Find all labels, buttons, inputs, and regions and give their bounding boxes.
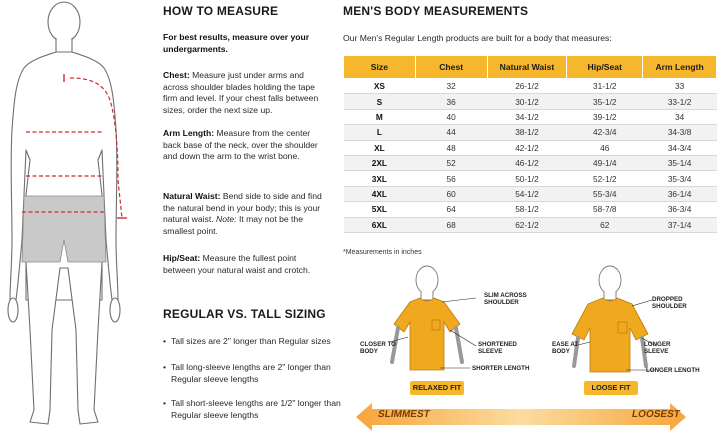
cell-chest: 64 (415, 201, 488, 218)
ease-at-body-label: EASE AT BODY (552, 341, 579, 356)
cell-chest: 52 (415, 155, 488, 172)
body-measurements-intro: Our Men's Regular Length products are bu… (343, 33, 612, 43)
size-chart-table: Size Chest Natural Waist Hip/Seat Arm Le… (343, 55, 717, 233)
cell-size: S (343, 93, 416, 110)
how-to-measure-intro: For best results, measure over your unde… (163, 32, 310, 54)
cell-waist: 62-1/2 (487, 217, 567, 233)
natural-waist-instruction: Natural Waist: Bend side to side and fin… (163, 191, 322, 236)
cell-waist: 54-1/2 (487, 186, 567, 203)
closer-to-body-label: CLOSER TO BODY (360, 341, 396, 356)
relaxed-fit-shirt-illustration (389, 265, 477, 371)
arm-length-instruction: Arm Length: Measure from the center back… (163, 128, 318, 162)
hip-seat-instruction: Hip/Seat: Measure the fullest point betw… (163, 253, 311, 275)
cell-waist: 38-1/2 (487, 124, 567, 141)
cell-waist: 34-1/2 (487, 109, 567, 126)
cell-chest: 36 (415, 93, 488, 110)
cell-waist: 26-1/2 (487, 78, 567, 95)
cell-arm: 37-1/4 (642, 217, 717, 233)
header-arm-length: Arm Length (642, 55, 717, 79)
cell-arm: 36-1/4 (642, 186, 717, 203)
cell-hip: 58-7/8 (566, 201, 643, 218)
relaxed-fit-label: RELAXED FIT (410, 381, 464, 395)
loose-fit-label: LOOSE FIT (584, 381, 638, 395)
table-row: L 44 38-1/2 42-3/4 34-3/8 (343, 124, 717, 141)
table-row: 5XL 64 58-1/2 58-7/8 36-3/4 (343, 201, 717, 218)
cell-size: L (343, 124, 416, 141)
cell-chest: 68 (415, 217, 488, 233)
cell-hip: 35-1/2 (566, 93, 643, 110)
cell-chest: 60 (415, 186, 488, 203)
cell-hip: 39-1/2 (566, 109, 643, 126)
table-row: 3XL 56 50-1/2 52-1/2 35-3/4 (343, 170, 717, 187)
table-row: S 36 30-1/2 35-1/2 33-1/2 (343, 93, 717, 110)
slim-across-shoulder-label: SLIM ACROSS SHOULDER (484, 292, 527, 307)
cell-hip: 52-1/2 (566, 170, 643, 187)
cell-chest: 56 (415, 170, 488, 187)
cell-hip: 62 (566, 217, 643, 233)
table-row: M 40 34-1/2 39-1/2 34 (343, 109, 717, 126)
measurements-footnote: *Measurements in inches (343, 249, 422, 256)
tall-bullet-3: Tall short-sleeve lengths are 1/2" longe… (163, 398, 343, 421)
cell-chest: 48 (415, 140, 488, 156)
cell-size: 4XL (343, 186, 416, 203)
header-hip-seat: Hip/Seat (566, 55, 644, 79)
slimmest-label: SLIMMEST (377, 409, 431, 420)
cell-arm: 36-3/4 (642, 201, 717, 218)
header-size: Size (343, 55, 416, 79)
cell-arm: 35-3/4 (642, 170, 717, 187)
shortened-sleeve-label: SHORTENED SLEEVE (478, 341, 517, 356)
cell-size: M (343, 109, 416, 126)
table-row: 2XL 52 46-1/2 49-1/4 35-1/4 (343, 155, 717, 172)
cell-chest: 32 (415, 78, 488, 95)
header-chest: Chest (414, 55, 488, 79)
cell-hip: 46 (566, 140, 643, 156)
longer-sleeve-label: LONGER SLEEVE (644, 341, 671, 356)
body-measurements-title: MEN'S BODY MEASUREMENTS (343, 4, 529, 18)
regular-vs-tall-title: REGULAR VS. TALL SIZING (163, 307, 326, 321)
cell-hip: 42-3/4 (566, 124, 643, 141)
table-row: 6XL 68 62-1/2 62 37-1/4 (343, 217, 717, 233)
chest-instruction: Chest: Measure just under arms and acros… (163, 70, 319, 115)
cell-arm: 34 (642, 109, 717, 126)
longer-length-label: LONGER LENGTH (646, 367, 700, 374)
cell-size: 5XL (343, 201, 416, 218)
cell-size: 2XL (343, 155, 416, 172)
arm-measure-line (69, 77, 123, 219)
table-row: XL 48 42-1/2 46 34-3/4 (343, 140, 717, 156)
cell-waist: 50-1/2 (487, 170, 567, 187)
cell-chest: 40 (415, 109, 488, 126)
cell-hip: 49-1/4 (566, 155, 643, 172)
cell-size: XS (343, 78, 416, 95)
cell-hip: 55-3/4 (566, 186, 643, 203)
tall-bullet-1: Tall sizes are 2" longer than Regular si… (163, 336, 343, 348)
cell-arm: 34-3/8 (642, 124, 717, 141)
loose-fit-shirt-illustration (571, 265, 657, 373)
loosest-label: LOOSEST (631, 409, 681, 420)
cell-size: 3XL (343, 170, 416, 187)
cell-size: 6XL (343, 217, 416, 233)
table-row: XS 32 26-1/2 31-1/2 33 (343, 78, 717, 95)
table-row: 4XL 60 54-1/2 55-3/4 36-1/4 (343, 186, 717, 203)
header-natural-waist: Natural Waist (486, 55, 568, 79)
dropped-shoulder-label: DROPPED SHOULDER (652, 296, 687, 311)
cell-chest: 44 (415, 124, 488, 141)
cell-waist: 30-1/2 (487, 93, 567, 110)
how-to-measure-title: HOW TO MEASURE (163, 4, 279, 18)
shorter-length-label: SHORTER LENGTH (472, 365, 530, 372)
size-chart-header-row: Size Chest Natural Waist Hip/Seat Arm Le… (343, 55, 717, 79)
cell-size: XL (343, 140, 416, 156)
cell-arm: 35-1/4 (642, 155, 717, 172)
cell-hip: 31-1/2 (566, 78, 643, 95)
fit-scale-arrow (356, 403, 686, 431)
cell-arm: 34-3/4 (642, 140, 717, 156)
body-figure-illustration (7, 1, 127, 425)
cell-waist: 46-1/2 (487, 155, 567, 172)
cell-arm: 33-1/2 (642, 93, 717, 110)
cell-waist: 58-1/2 (487, 201, 567, 218)
tall-bullet-2: Tall long-sleeve lengths are 2" longer t… (163, 362, 343, 385)
cell-waist: 42-1/2 (487, 140, 567, 156)
cell-arm: 33 (642, 78, 717, 95)
